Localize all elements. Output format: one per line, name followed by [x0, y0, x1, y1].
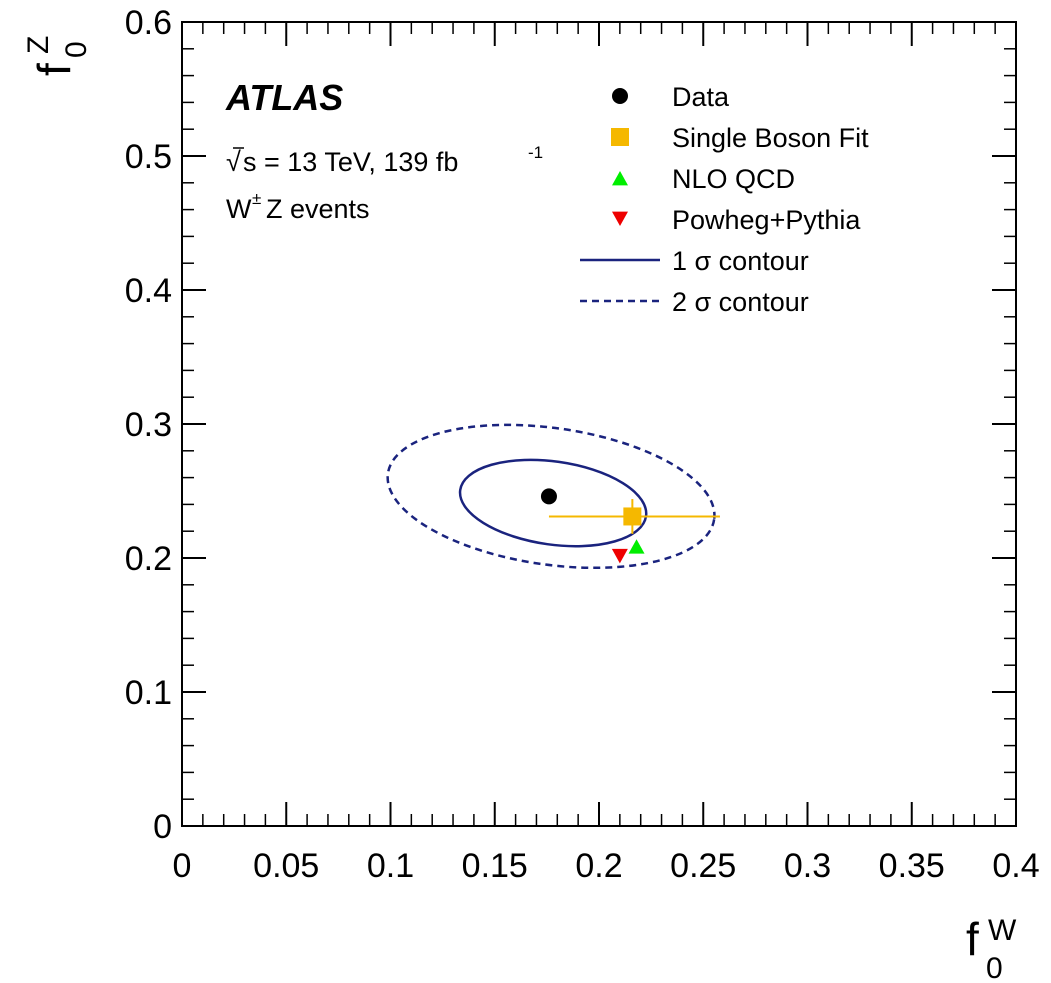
legend: Data Single Boson Fit NLO QCD Powheg+Pythia…: [580, 82, 869, 317]
nlo-qcd-point: [628, 539, 645, 554]
data-point: [540, 488, 557, 505]
y-tick-label: 0.1: [125, 674, 172, 712]
x-axis-title-main: f: [966, 913, 979, 965]
single-boson-fit-point: [623, 507, 642, 526]
legend-marker-circle: [612, 88, 628, 104]
events-label-sup: ±: [252, 189, 261, 208]
legend-entry: Single Boson Fit: [611, 123, 869, 153]
y-tick-label: 0: [153, 808, 172, 846]
events-annotation: W ± Z events: [226, 189, 370, 224]
plot-frame: [181, 21, 1017, 827]
events-label-rest: Z events: [266, 194, 370, 224]
x-tick-label: 0.35: [879, 847, 945, 885]
x-ticks: [181, 22, 1017, 826]
legend-entry: 1 σ contour: [580, 246, 809, 276]
x-axis-title-sub: 0: [986, 952, 1003, 983]
legend-entry: Powheg+Pythia: [612, 205, 861, 235]
y-tick-label: 0.2: [125, 540, 172, 578]
y-tick-label: 0.4: [125, 272, 172, 310]
y-tick-labels: 0 0.1 0.2 0.3 0.4 0.5 0.6: [125, 4, 172, 846]
legend-label: Single Boson Fit: [672, 123, 869, 153]
x-tick-labels: 0 0.05 0.1 0.15 0.2 0.25 0.3 0.35 0.4: [173, 847, 1040, 885]
contour-2-sigma: [386, 423, 716, 570]
x-axis-title-sup: W: [988, 914, 1017, 947]
energy-annotation: √ s = 13 TeV, 139 fb -1: [226, 143, 543, 177]
energy-sqrt-symbol: √: [226, 147, 241, 177]
atlas-label: ATLAS: [225, 77, 343, 118]
x-tick-label: 0.3: [784, 847, 831, 885]
x-tick-label: 0.15: [462, 847, 528, 885]
energy-label: s = 13 TeV, 139 fb: [243, 147, 458, 177]
legend-label: 2 σ contour: [672, 287, 809, 317]
y-axis-title-main: f: [28, 63, 80, 76]
legend-marker-square: [611, 128, 629, 146]
x-tick-label: 0.25: [670, 847, 736, 885]
y-axis-title: f 0 Z: [22, 36, 93, 76]
y-tick-label: 0.5: [125, 138, 172, 176]
x-tick-label: 0.4: [992, 847, 1039, 885]
energy-label-sup: -1: [528, 143, 543, 162]
powheg-pythia-point: [611, 548, 628, 564]
y-tick-label: 0.6: [125, 4, 172, 42]
legend-entry: Data: [612, 82, 730, 112]
y-axis-title-sup: Z: [22, 36, 55, 54]
y-ticks: [182, 21, 1016, 827]
legend-label: Powheg+Pythia: [672, 205, 861, 235]
legend-marker-triangle-up: [612, 171, 628, 186]
legend-entry: NLO QCD: [612, 164, 795, 194]
x-tick-label: 0.05: [253, 847, 319, 885]
events-label-w: W: [226, 194, 252, 224]
legend-label: 1 σ contour: [672, 246, 809, 276]
y-axis-title-sub: 0: [60, 41, 93, 58]
legend-entry: 2 σ contour: [580, 287, 809, 317]
legend-label: Data: [672, 82, 730, 112]
legend-marker-triangle-down: [612, 211, 628, 226]
x-axis-title: f 0 W: [966, 913, 1017, 983]
x-tick-label: 0: [173, 847, 192, 885]
x-tick-label: 0.2: [575, 847, 622, 885]
x-tick-label: 0.1: [367, 847, 414, 885]
y-tick-label: 0.3: [125, 406, 172, 444]
legend-label: NLO QCD: [672, 164, 795, 194]
